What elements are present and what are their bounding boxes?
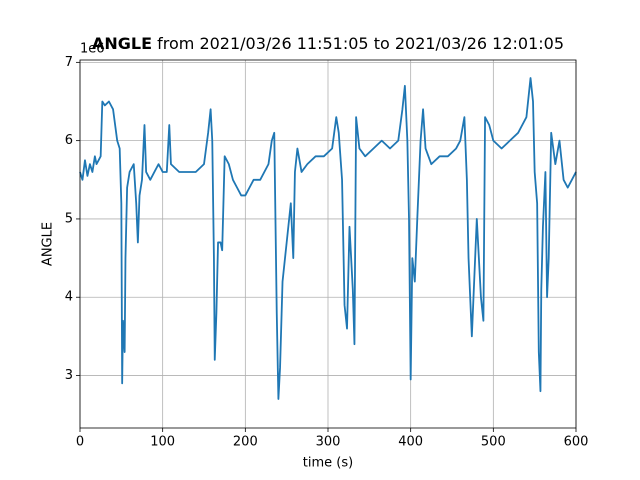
x-tick-label: 100 — [150, 435, 175, 450]
y-tick-label: 5 — [65, 211, 73, 226]
chart-title: ANGLE from 2021/03/26 11:51:05 to 2021/0… — [92, 34, 564, 53]
x-tick-label: 600 — [564, 435, 589, 450]
data-line — [79, 77, 577, 400]
offset-label: 1e6 — [80, 42, 105, 57]
x-tick-label: 300 — [316, 435, 341, 450]
title-rest: from 2021/03/26 11:51:05 to 2021/03/26 1… — [152, 34, 564, 53]
x-tick-label: 200 — [233, 435, 258, 450]
y-axis-label: ANGLE — [41, 222, 56, 266]
x-tick-label: 400 — [398, 435, 423, 450]
x-tick-label: 500 — [481, 435, 506, 450]
y-tick-label: 3 — [65, 368, 73, 383]
x-tick-label: 0 — [76, 435, 84, 450]
y-tick-label: 6 — [65, 133, 73, 148]
y-tick-label: 7 — [65, 55, 73, 70]
title-bold: ANGLE — [92, 34, 152, 53]
y-tick-label: 4 — [65, 290, 73, 305]
x-axis-label: time (s) — [303, 456, 353, 471]
plot-frame — [79, 59, 577, 429]
